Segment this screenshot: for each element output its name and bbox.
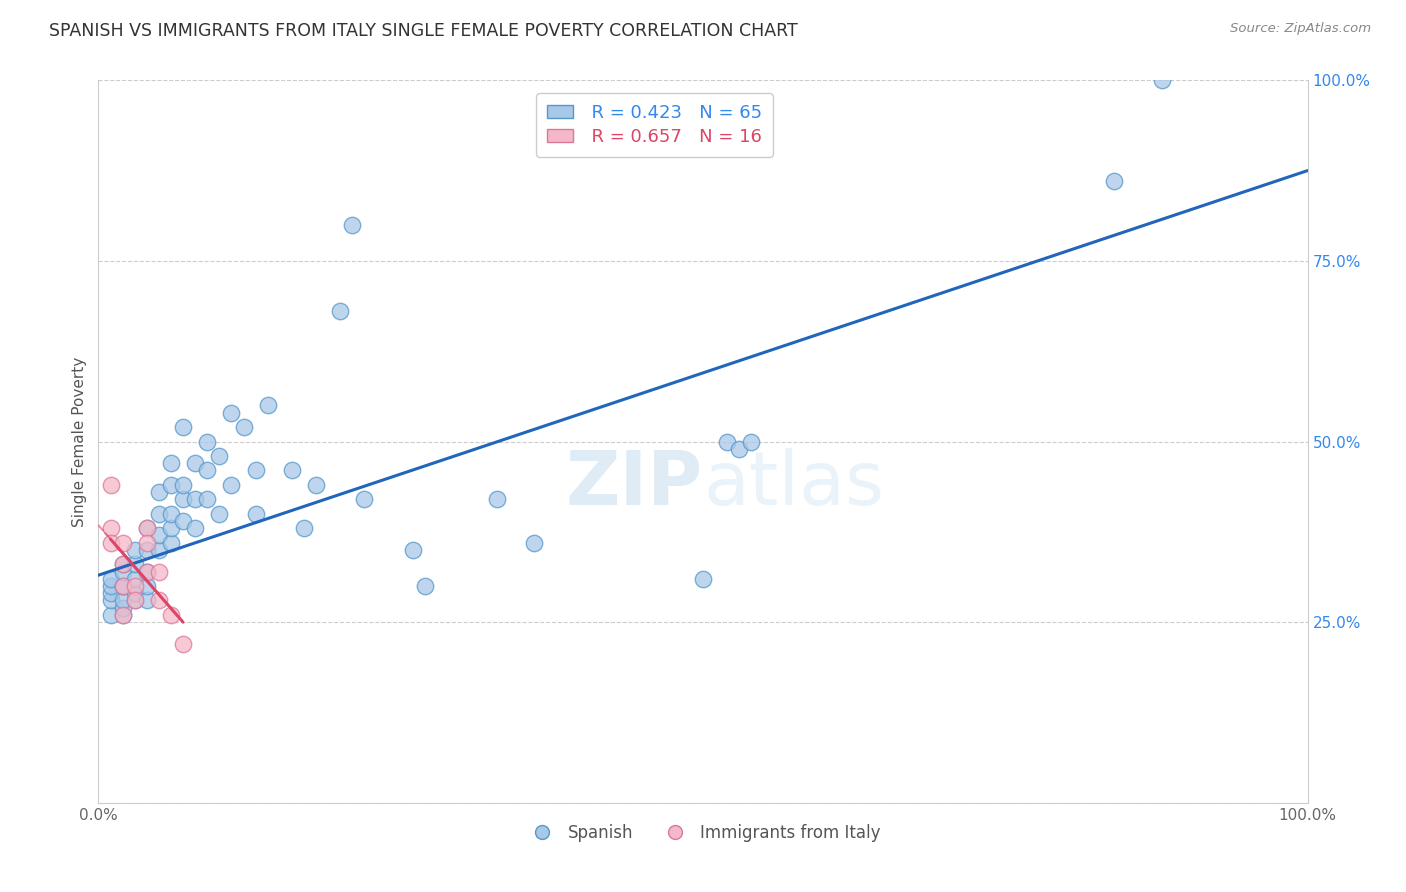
Point xyxy=(728,442,751,456)
Point xyxy=(305,478,328,492)
Point xyxy=(135,579,157,593)
Point xyxy=(160,607,183,622)
Point xyxy=(111,600,134,615)
Point xyxy=(111,558,134,572)
Point xyxy=(184,521,207,535)
Point xyxy=(124,579,146,593)
Point xyxy=(172,514,194,528)
Point xyxy=(100,535,122,549)
Point xyxy=(172,420,194,434)
Point xyxy=(135,521,157,535)
Point xyxy=(100,579,122,593)
Point xyxy=(523,535,546,549)
Point xyxy=(221,406,243,420)
Point xyxy=(292,521,315,535)
Point xyxy=(281,463,304,477)
Point xyxy=(1152,73,1174,87)
Point xyxy=(111,593,134,607)
Point xyxy=(148,485,170,500)
Point xyxy=(716,434,738,449)
Point xyxy=(160,478,183,492)
Point xyxy=(111,607,134,622)
Text: atlas: atlas xyxy=(703,449,884,522)
Point xyxy=(124,593,146,607)
Point xyxy=(124,542,146,557)
Point xyxy=(111,579,134,593)
Point xyxy=(486,492,509,507)
Point xyxy=(184,492,207,507)
Point xyxy=(100,607,122,622)
Point xyxy=(135,542,157,557)
Point xyxy=(195,463,218,477)
Point xyxy=(329,304,352,318)
Point xyxy=(221,478,243,492)
Point xyxy=(148,507,170,521)
Point xyxy=(124,586,146,600)
Point xyxy=(160,521,183,535)
Point xyxy=(124,593,146,607)
Point xyxy=(740,434,762,449)
Text: ZIP: ZIP xyxy=(565,449,703,522)
Point xyxy=(172,492,194,507)
Point xyxy=(124,558,146,572)
Point xyxy=(148,565,170,579)
Point xyxy=(135,565,157,579)
Point xyxy=(148,528,170,542)
Point xyxy=(148,593,170,607)
Point xyxy=(692,572,714,586)
Legend: Spanish, Immigrants from Italy: Spanish, Immigrants from Italy xyxy=(519,817,887,848)
Point xyxy=(208,507,231,521)
Point xyxy=(100,586,122,600)
Point xyxy=(195,434,218,449)
Point xyxy=(135,565,157,579)
Point xyxy=(402,542,425,557)
Point xyxy=(160,456,183,470)
Point xyxy=(232,420,254,434)
Point xyxy=(256,398,278,412)
Point xyxy=(172,478,194,492)
Text: SPANISH VS IMMIGRANTS FROM ITALY SINGLE FEMALE POVERTY CORRELATION CHART: SPANISH VS IMMIGRANTS FROM ITALY SINGLE … xyxy=(49,22,799,40)
Point xyxy=(111,535,134,549)
Point xyxy=(111,558,134,572)
Point xyxy=(135,593,157,607)
Point xyxy=(195,492,218,507)
Point xyxy=(160,507,183,521)
Point xyxy=(111,579,134,593)
Point xyxy=(135,521,157,535)
Point xyxy=(1102,174,1125,188)
Point xyxy=(245,507,267,521)
Point xyxy=(100,572,122,586)
Point xyxy=(135,535,157,549)
Point xyxy=(184,456,207,470)
Text: Source: ZipAtlas.com: Source: ZipAtlas.com xyxy=(1230,22,1371,36)
Point xyxy=(413,579,436,593)
Point xyxy=(245,463,267,477)
Point xyxy=(111,565,134,579)
Point xyxy=(160,535,183,549)
Point xyxy=(111,607,134,622)
Point xyxy=(342,218,364,232)
Point xyxy=(148,542,170,557)
Y-axis label: Single Female Poverty: Single Female Poverty xyxy=(72,357,87,526)
Point xyxy=(100,478,122,492)
Point xyxy=(172,637,194,651)
Point xyxy=(124,572,146,586)
Point xyxy=(208,449,231,463)
Point xyxy=(353,492,375,507)
Point xyxy=(100,593,122,607)
Point xyxy=(100,521,122,535)
Point xyxy=(111,579,134,593)
